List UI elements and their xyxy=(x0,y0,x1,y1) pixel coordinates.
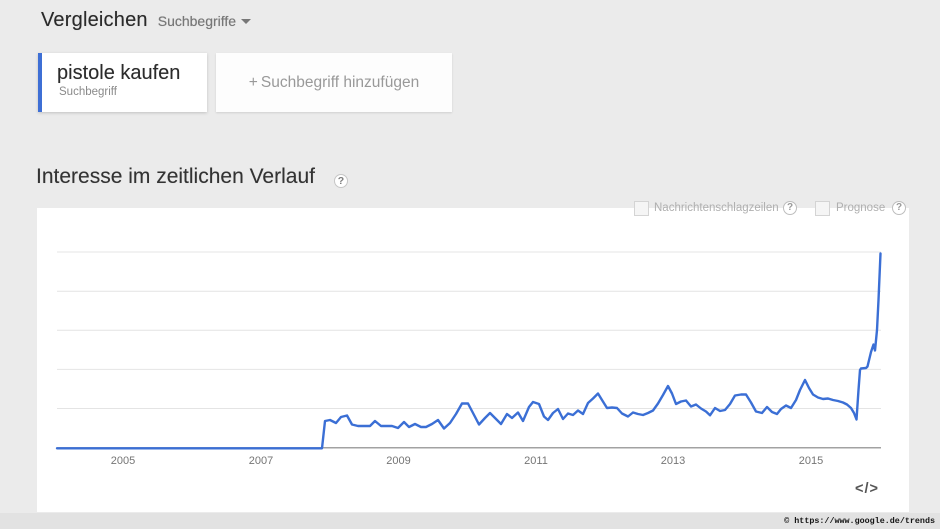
svg-text:2013: 2013 xyxy=(661,455,685,467)
svg-text:2005: 2005 xyxy=(111,455,135,467)
svg-text:2015: 2015 xyxy=(799,455,823,467)
svg-text:2009: 2009 xyxy=(386,455,410,467)
svg-text:2007: 2007 xyxy=(249,455,273,467)
svg-text:2011: 2011 xyxy=(524,455,548,467)
